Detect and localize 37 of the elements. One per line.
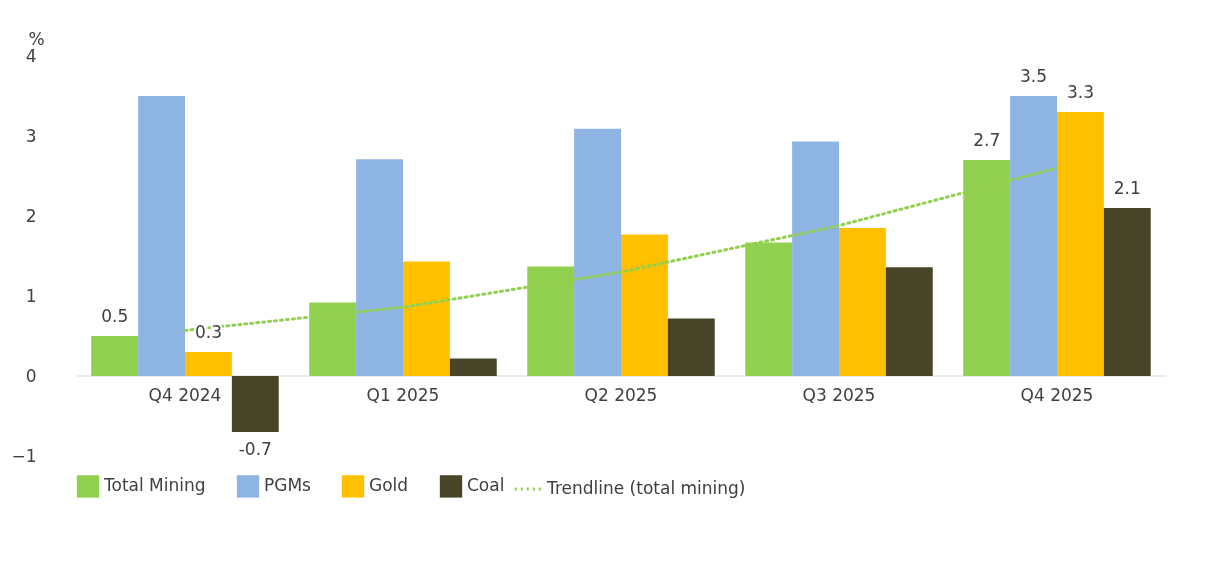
bar [667,318,715,376]
legend-label: Coal [467,475,505,496]
data-label: 3.5 [1020,66,1048,86]
legend-label: Total Mining [103,475,206,496]
bar [138,96,185,376]
bar [839,228,886,376]
x-tick-label: Q4 2025 [1020,385,1094,405]
bar [621,234,668,376]
bar [885,267,933,376]
bar [403,261,450,376]
bar [1103,208,1151,376]
data-label: 2.7 [973,130,1001,150]
y-tick-label: 2 [25,205,37,226]
y-tick-label: 3 [25,125,37,146]
legend-label: Trendline (total mining) [546,478,746,498]
y-tick-label: 1 [25,285,37,306]
legend-label: PGMs [264,475,312,496]
y-tick-label: 0 [25,365,37,386]
data-label: 3.3 [1066,82,1094,102]
x-tick-label: Q1 2025 [366,385,440,405]
bar [1057,112,1104,376]
bar [356,159,403,376]
data-label: 0.5 [101,306,129,326]
legend-label: Gold [369,475,409,496]
bar [91,336,139,376]
bar [792,141,839,376]
x-tick-label: Q3 2025 [802,385,876,405]
y-tick-label: −1 [11,445,37,466]
x-tick-label: Q2 2025 [584,385,658,405]
bar [449,358,497,376]
data-label: 2.1 [1113,178,1141,198]
bar [574,128,621,376]
data-label: -0.7 [238,439,272,459]
x-tick-label: Q4 2024 [148,385,222,405]
bar [185,352,232,376]
bar [1010,96,1057,376]
bar [231,376,279,432]
